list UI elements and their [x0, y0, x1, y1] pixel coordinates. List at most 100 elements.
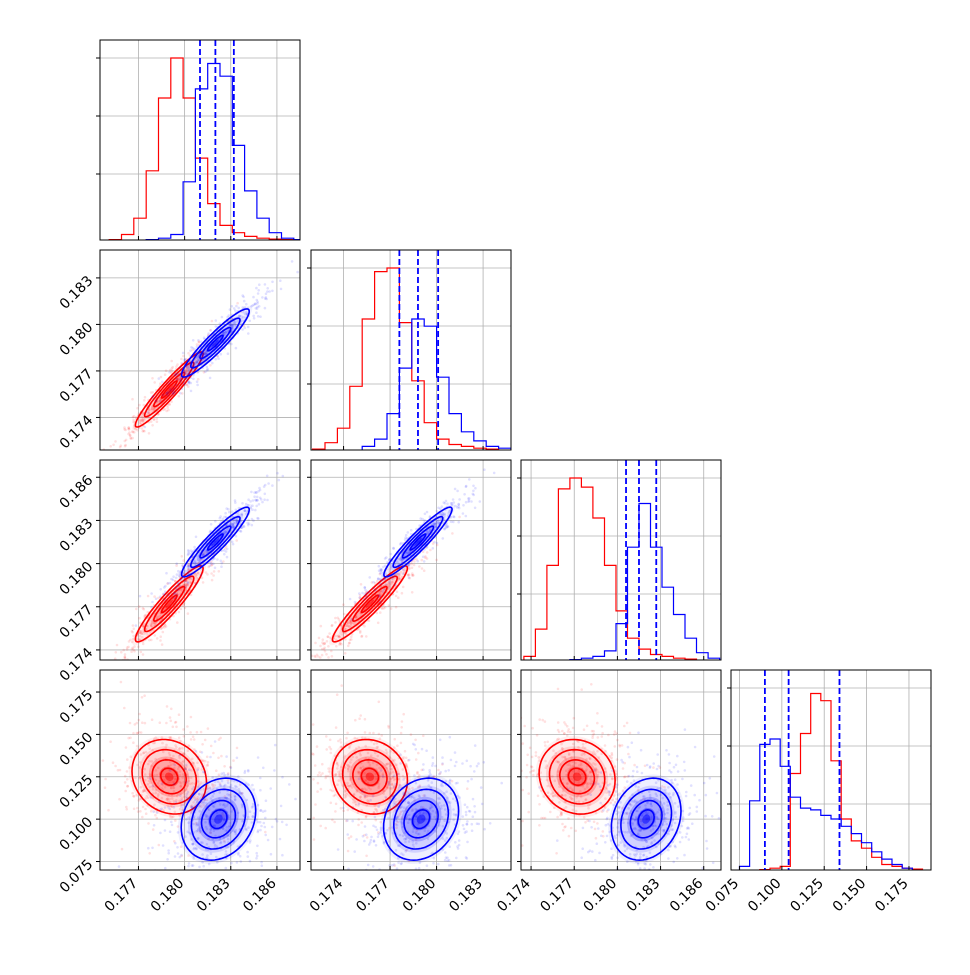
scatter-point — [254, 499, 257, 502]
scatter-point — [281, 776, 284, 779]
scatter-point — [206, 756, 209, 759]
scatter-point — [191, 788, 194, 791]
scatter-point — [151, 847, 154, 850]
scatter-point — [466, 806, 469, 809]
scatter-point — [393, 786, 396, 789]
scatter-point — [230, 766, 233, 769]
scatter-point — [613, 733, 616, 736]
scatter-point — [210, 329, 213, 332]
scatter-point — [230, 862, 233, 865]
scatter-point — [542, 817, 545, 820]
scatter-point — [265, 293, 268, 296]
scatter-point — [291, 260, 294, 263]
scatter-point — [174, 842, 177, 845]
scatter-point — [181, 555, 184, 558]
scatter-point — [183, 735, 186, 738]
scatter-point — [204, 739, 207, 742]
scatter-point — [596, 822, 599, 825]
scatter-point — [311, 752, 314, 755]
scatter-point — [365, 635, 368, 638]
scatter-point — [357, 824, 360, 827]
scatter-point — [563, 732, 566, 735]
scatter-point — [422, 763, 425, 766]
scatter-point — [156, 817, 159, 820]
scatter-point — [433, 541, 436, 544]
scatter-point — [340, 807, 343, 810]
scatter-point — [211, 320, 214, 323]
scatter-point — [583, 728, 586, 731]
scatter-point — [688, 838, 691, 841]
scatter-point — [444, 770, 447, 773]
scatter-point — [426, 511, 429, 514]
scatter-point — [616, 758, 619, 761]
scatter-point — [465, 856, 468, 859]
scatter-point — [388, 783, 391, 786]
scatter-point — [203, 336, 206, 339]
scatter-point — [136, 807, 139, 810]
scatter-point — [247, 855, 250, 858]
panel-frame — [311, 250, 511, 450]
scatter-point — [313, 655, 316, 658]
scatter-point — [159, 400, 162, 403]
scatter-point — [134, 723, 137, 726]
scatter-point — [173, 596, 176, 599]
scatter-point — [470, 778, 473, 781]
scatter-point — [202, 865, 205, 868]
scatter-point — [214, 358, 217, 361]
scatter-point — [137, 810, 140, 813]
scatter-point — [143, 608, 146, 611]
scatter-point — [346, 732, 349, 735]
scatter-point — [429, 515, 432, 518]
scatter-point — [564, 723, 567, 726]
scatter-point — [246, 851, 249, 854]
scatter-point — [439, 771, 442, 774]
scatter-point — [400, 726, 403, 729]
scatter-point — [417, 752, 420, 755]
scatter-point — [307, 814, 310, 817]
scatter-point — [330, 748, 333, 751]
scatter-point — [122, 649, 125, 652]
scatter-point — [525, 776, 528, 779]
scatter-point — [125, 439, 128, 442]
scatter-point — [131, 398, 134, 401]
scatter-point — [158, 377, 161, 380]
scatter-point — [391, 864, 394, 867]
scatter-point — [211, 362, 214, 365]
scatter-point — [159, 832, 162, 835]
scatter-point — [154, 634, 157, 637]
scatter-point — [190, 716, 193, 719]
scatter-point — [148, 852, 151, 855]
scatter-point — [402, 713, 405, 716]
scatter-point — [257, 289, 260, 292]
scatter-point — [361, 791, 364, 794]
scatter-point — [162, 844, 165, 847]
scatter-point — [465, 830, 468, 833]
scatter-point — [217, 757, 220, 760]
scatter-point — [231, 510, 234, 513]
scatter-point — [556, 870, 559, 873]
scatter-point — [313, 838, 316, 841]
scatter-point — [380, 582, 383, 585]
scatter-point — [463, 493, 466, 496]
panel-frame — [521, 460, 721, 660]
scatter-point — [127, 785, 130, 788]
scatter-point — [466, 841, 469, 844]
scatter-point — [167, 382, 170, 385]
scatter-point — [155, 418, 158, 421]
scatter-point — [483, 468, 486, 471]
scatter-point — [568, 835, 571, 838]
scatter-point — [255, 505, 258, 508]
scatter-point — [120, 651, 123, 654]
scatter-point — [607, 734, 610, 737]
scatter-point — [193, 738, 196, 741]
scatter-point — [555, 852, 558, 855]
scatter-point — [241, 328, 244, 331]
scatter-point — [471, 823, 474, 826]
scatter-point — [236, 747, 239, 750]
scatter-point — [591, 730, 594, 733]
scatter-point — [453, 873, 456, 876]
scatter-point — [360, 635, 363, 638]
scatter-point — [197, 780, 200, 783]
scatter-point — [398, 886, 401, 889]
grid-1-1 — [311, 250, 511, 450]
